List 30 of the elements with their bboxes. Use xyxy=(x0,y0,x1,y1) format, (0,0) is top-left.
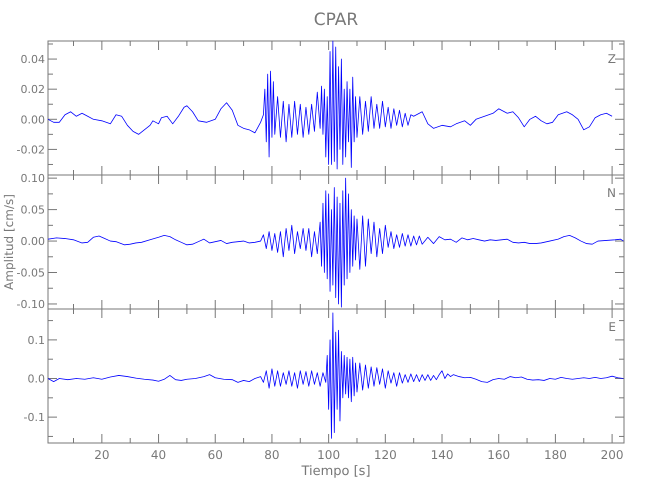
x-tick-label: 20 xyxy=(94,448,110,462)
annotation: Z xyxy=(608,52,616,66)
x-axis-title: Tiempo [s] xyxy=(300,464,371,479)
y-tick-label: 0.00 xyxy=(20,235,45,248)
annotation: N xyxy=(607,186,616,200)
y-tick-label: 0.04 xyxy=(20,53,45,66)
x-tick-label: 120 xyxy=(374,448,397,462)
y-axis-title: Amplitud [cm/s] xyxy=(2,194,16,290)
x-tick-label: 200 xyxy=(600,448,624,462)
x-tick-label: 100 xyxy=(317,448,340,462)
y-tick-label: 0.1 xyxy=(28,334,45,347)
y-tick-label: -0.10 xyxy=(16,298,45,311)
chart-title: CPAR xyxy=(314,10,358,30)
y-tick-label: -0.02 xyxy=(16,143,45,156)
x-tick-label: 180 xyxy=(544,448,567,462)
annotation: E xyxy=(608,320,616,334)
y-tick-label: 0.02 xyxy=(20,83,45,96)
y-tick-label: 0.00 xyxy=(20,113,45,126)
y-tick-label: -0.1 xyxy=(24,411,45,424)
y-tick-label: 0.10 xyxy=(20,172,45,186)
x-tick-label: 40 xyxy=(150,448,166,462)
line-series xyxy=(48,178,624,308)
x-tick-label: 140 xyxy=(430,448,454,462)
x-tick-label: 60 xyxy=(208,448,223,462)
line-series xyxy=(48,312,624,439)
y-tick-label: 0.05 xyxy=(20,204,45,217)
x-tick-label: 80 xyxy=(264,448,280,462)
y-tick-label: -0.05 xyxy=(16,266,45,280)
y-tick-label: 0.0 xyxy=(28,372,45,386)
x-tick-label: 160 xyxy=(487,448,510,462)
